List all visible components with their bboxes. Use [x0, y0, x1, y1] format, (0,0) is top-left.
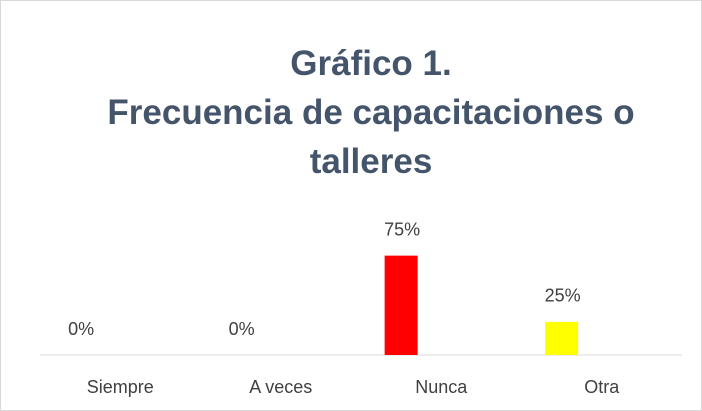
title-block: Gráfico 1. Frecuencia de capacitaciones … — [71, 39, 671, 186]
data-label: 0% — [229, 319, 255, 339]
data-label: 0% — [68, 319, 94, 339]
x-tick-label: A veces — [249, 377, 312, 397]
bar — [384, 255, 418, 355]
x-tick-label: Siempre — [87, 377, 154, 397]
data-label: 75% — [384, 219, 420, 239]
x-tick-label: Otra — [584, 377, 620, 397]
bar — [545, 321, 579, 355]
data-label: 25% — [545, 286, 581, 306]
x-tick-label: Nunca — [415, 377, 468, 397]
chart-subtitle: Frecuencia de capacitaciones o talleres — [107, 93, 635, 181]
chart-title: Gráfico 1. — [290, 44, 452, 83]
